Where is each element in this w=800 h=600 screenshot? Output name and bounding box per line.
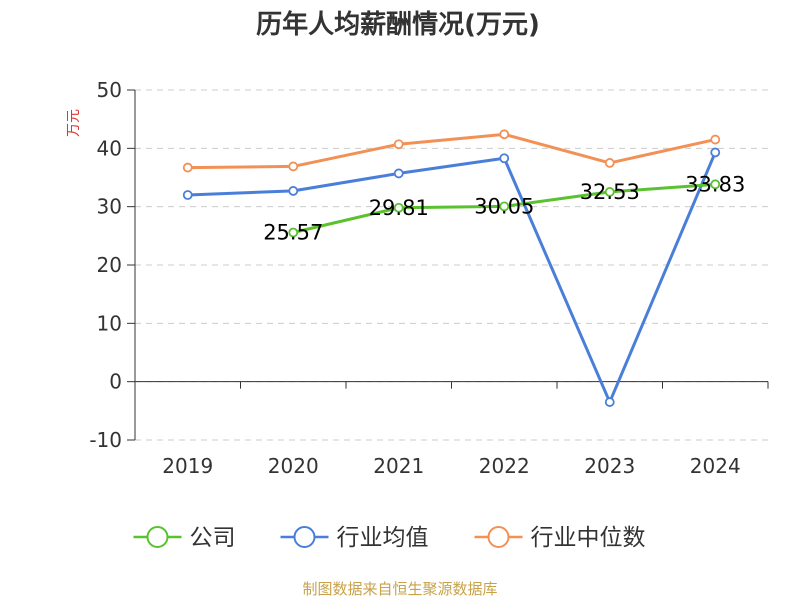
data-point — [288, 186, 299, 196]
x-tick-label: 2024 — [690, 454, 741, 478]
x-tick-label: 2022 — [479, 454, 530, 478]
data-point — [288, 227, 299, 238]
x-tick-label: 2023 — [584, 454, 635, 478]
series-line — [187, 132, 716, 170]
y-tick-label: 10 — [97, 311, 122, 335]
data-label: 25.57 — [263, 221, 323, 245]
data-point — [499, 201, 510, 212]
chart-title: 历年人均薪酬情况(万元) — [256, 9, 540, 40]
data-point — [604, 158, 615, 168]
y-tick-label: -10 — [89, 428, 122, 452]
data-label: 33.83 — [685, 172, 745, 196]
y-tick-label: 50 — [97, 78, 122, 102]
legend-label: 公司 — [190, 525, 236, 551]
data-point — [393, 168, 404, 179]
data-label: 30.05 — [474, 194, 534, 218]
data-label: 29.81 — [369, 196, 429, 220]
data-label: 32.53 — [580, 180, 640, 204]
x-tick-label: 2021 — [373, 454, 424, 478]
series-line — [187, 151, 717, 404]
legend-marker — [487, 526, 510, 548]
legend: 公司 行业均值 行业中位数 — [133, 525, 646, 551]
x-tick-label: 2020 — [268, 454, 319, 478]
y-tick-label: 20 — [97, 253, 122, 277]
legend-item[interactable]: 行业均值 — [280, 525, 429, 551]
source-note: 制图数据来自恒生聚源数据库 — [302, 580, 497, 598]
axes: -10 0 10 20 30 40 50 2019 2020 2021 2022 2023 2024 — [89, 78, 769, 478]
legend-marker — [146, 526, 169, 548]
data-point — [710, 134, 721, 145]
data-point — [182, 162, 193, 173]
legend-item[interactable]: 公司 — [133, 525, 236, 551]
series-points — [182, 129, 721, 407]
data-labels: 25.57 29.81 30.05 32.53 33.83 — [263, 172, 745, 244]
data-point — [499, 129, 510, 140]
legend-item[interactable]: 行业中位数 — [474, 525, 646, 551]
data-point — [499, 153, 510, 164]
data-point — [288, 161, 299, 172]
y-tick-label: 0 — [109, 370, 122, 394]
data-point — [604, 397, 615, 407]
y-tick-label: 30 — [97, 195, 122, 219]
series-lines — [187, 132, 717, 404]
data-point — [710, 179, 721, 190]
legend-label: 行业中位数 — [531, 525, 646, 551]
legend-label: 行业均值 — [337, 525, 429, 551]
data-point — [393, 139, 404, 150]
data-point — [710, 147, 721, 158]
y-tick-label: 40 — [97, 136, 122, 160]
data-point — [393, 202, 404, 213]
x-tick-label: 2019 — [162, 454, 213, 478]
data-point — [604, 187, 615, 197]
y-axis-label: 万元 — [66, 109, 82, 137]
legend-marker — [293, 526, 316, 548]
data-point — [182, 190, 193, 200]
